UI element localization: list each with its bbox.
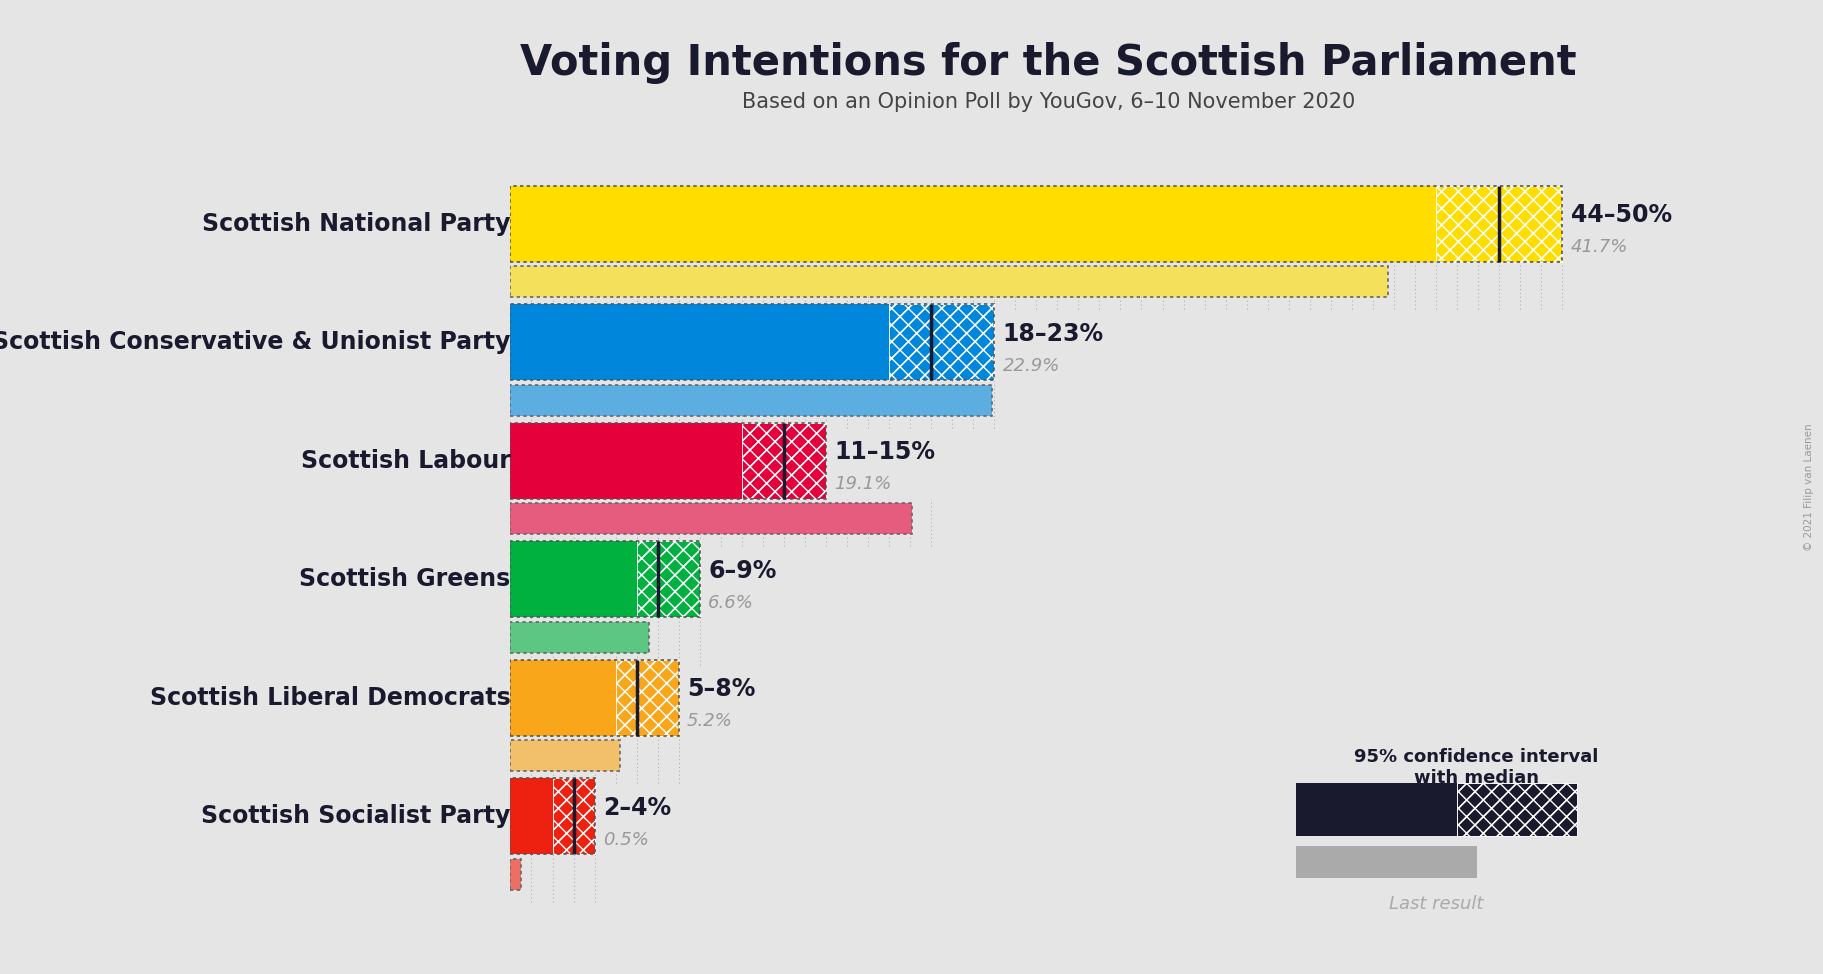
Bar bbox=[510, 267, 1387, 297]
Text: Scottish Liberal Democrats: Scottish Liberal Democrats bbox=[149, 686, 510, 710]
Text: © 2021 Filip van Laenen: © 2021 Filip van Laenen bbox=[1805, 423, 1814, 551]
Text: 2–4%: 2–4% bbox=[603, 796, 671, 820]
Text: 41.7%: 41.7% bbox=[1571, 239, 1628, 256]
Bar bbox=[1457, 783, 1577, 836]
Bar bbox=[510, 304, 890, 380]
Bar bbox=[636, 542, 700, 618]
Bar bbox=[510, 267, 1387, 297]
Bar bbox=[552, 778, 594, 854]
Text: 22.9%: 22.9% bbox=[1003, 357, 1059, 375]
Bar bbox=[890, 304, 994, 380]
Bar bbox=[510, 423, 742, 499]
Text: Scottish Greens: Scottish Greens bbox=[299, 567, 510, 591]
Bar bbox=[1296, 846, 1477, 878]
Bar bbox=[510, 740, 620, 771]
Bar bbox=[510, 622, 649, 653]
Bar bbox=[510, 423, 826, 499]
Bar bbox=[1437, 186, 1562, 262]
Text: Scottish Socialist Party: Scottish Socialist Party bbox=[201, 805, 510, 828]
Text: 44–50%: 44–50% bbox=[1571, 204, 1672, 228]
Bar bbox=[1437, 186, 1562, 262]
Text: Scottish Labour: Scottish Labour bbox=[301, 449, 510, 472]
Bar bbox=[510, 659, 616, 735]
Text: Based on an Opinion Poll by YouGov, 6–10 November 2020: Based on an Opinion Poll by YouGov, 6–10… bbox=[742, 93, 1354, 112]
Bar bbox=[510, 859, 521, 890]
Bar bbox=[510, 542, 700, 618]
Bar bbox=[552, 778, 594, 854]
Text: Scottish National Party: Scottish National Party bbox=[202, 211, 510, 236]
Text: 0.5%: 0.5% bbox=[603, 831, 649, 849]
Bar bbox=[510, 504, 912, 535]
Text: 6.6%: 6.6% bbox=[707, 594, 755, 612]
Bar bbox=[510, 186, 1437, 262]
Bar bbox=[510, 186, 1562, 262]
Bar bbox=[890, 304, 994, 380]
Bar bbox=[616, 659, 678, 735]
Bar bbox=[742, 423, 826, 499]
Bar bbox=[510, 622, 649, 653]
Text: Last result: Last result bbox=[1389, 895, 1484, 914]
Bar bbox=[1457, 783, 1577, 836]
Text: 6–9%: 6–9% bbox=[707, 559, 777, 583]
Bar bbox=[742, 423, 826, 499]
Bar bbox=[636, 542, 700, 618]
Bar bbox=[510, 385, 992, 416]
Bar bbox=[510, 504, 912, 535]
Bar bbox=[552, 778, 594, 854]
Bar bbox=[510, 659, 678, 735]
Text: 95% confidence interval
with median: 95% confidence interval with median bbox=[1354, 748, 1599, 787]
Bar bbox=[616, 659, 678, 735]
Text: 18–23%: 18–23% bbox=[1003, 322, 1103, 346]
Bar bbox=[1437, 186, 1562, 262]
Bar bbox=[742, 423, 826, 499]
Bar bbox=[510, 859, 521, 890]
Text: Scottish Conservative & Unionist Party: Scottish Conservative & Unionist Party bbox=[0, 330, 510, 355]
Bar bbox=[510, 740, 620, 771]
Bar bbox=[510, 778, 594, 854]
Bar bbox=[510, 778, 552, 854]
Bar bbox=[890, 304, 994, 380]
Text: 5.2%: 5.2% bbox=[687, 713, 733, 730]
Text: 19.1%: 19.1% bbox=[835, 475, 891, 494]
Bar bbox=[510, 385, 992, 416]
Text: Voting Intentions for the Scottish Parliament: Voting Intentions for the Scottish Parli… bbox=[520, 42, 1577, 85]
Bar bbox=[510, 542, 636, 618]
Bar bbox=[510, 304, 994, 380]
Bar bbox=[1296, 783, 1457, 836]
Bar bbox=[636, 542, 700, 618]
Text: 11–15%: 11–15% bbox=[835, 440, 935, 465]
Text: 5–8%: 5–8% bbox=[687, 678, 755, 701]
Bar bbox=[616, 659, 678, 735]
